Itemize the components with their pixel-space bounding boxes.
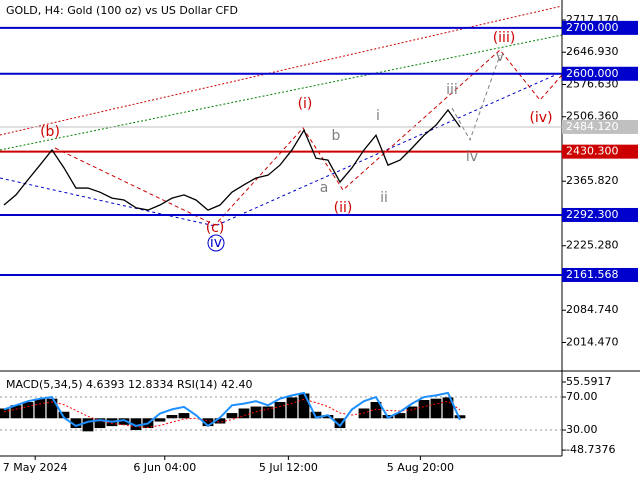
chart-title: GOLD, H4: Gold (100 oz) vs US Dollar CFD	[6, 4, 238, 17]
wave-label: (i)	[298, 96, 313, 112]
level-label-box	[562, 66, 638, 81]
rsi-line	[3, 391, 461, 428]
macd-bar	[130, 418, 142, 431]
macd-bar	[226, 413, 238, 419]
level-label: 2292.300	[566, 208, 619, 221]
macd-bar	[178, 413, 190, 419]
wave-circle	[207, 234, 225, 252]
wave-label: (iv)	[529, 110, 552, 126]
y-tick-label: 2225.280	[566, 239, 619, 252]
level-label-box	[562, 144, 638, 159]
macd-bar	[286, 397, 298, 419]
macd-bar	[46, 398, 58, 419]
x-tick-label: 5 Jul 12:00	[259, 461, 318, 474]
macd-bar	[58, 411, 70, 419]
macd-bar	[82, 418, 94, 432]
macd-bar	[70, 418, 82, 429]
y-tick-label: 2365.820	[566, 174, 619, 187]
macd-bar	[418, 400, 430, 419]
macd-bar	[238, 408, 250, 419]
macd-bar	[298, 393, 310, 419]
wave-path	[54, 49, 563, 226]
trend-line	[0, 71, 563, 227]
macd-bar	[370, 401, 382, 419]
macd-bar	[322, 415, 334, 419]
wave-label: (ii)	[334, 200, 353, 216]
macd-bar	[262, 406, 274, 419]
wave-label: (c)	[206, 220, 225, 236]
y-tick-label: 2506.360	[566, 110, 619, 123]
y-tick-label: 2014.470	[566, 335, 619, 348]
macd-bar	[154, 418, 166, 422]
current-price-label: 2484.120	[566, 120, 619, 133]
wave-label: i	[376, 108, 380, 124]
level-label: 2700.000	[566, 21, 619, 34]
wave-label: (iii)	[493, 30, 516, 46]
wave-label: iii	[446, 82, 458, 98]
wave-label: iv	[210, 235, 222, 251]
y-tick-label: 2646.930	[566, 45, 619, 58]
y-tick-label: 30.00	[566, 423, 598, 436]
macd-bar	[202, 418, 214, 427]
price-line	[3, 108, 461, 211]
y-tick-label: 2084.740	[566, 303, 619, 316]
macd-bar	[166, 415, 178, 419]
macd-bar	[10, 405, 22, 419]
macd-bar	[214, 418, 226, 424]
wave-label: b	[332, 128, 341, 144]
level-label-box	[562, 20, 638, 35]
level-label-box	[562, 207, 638, 222]
x-tick-label: 6 Jun 04:00	[133, 461, 196, 474]
macd-bar	[22, 401, 34, 419]
wave-label: v	[496, 49, 504, 65]
x-tick-label: 7 May 2024	[3, 461, 68, 474]
wave-label: iv	[466, 149, 478, 165]
macd-bar	[442, 397, 454, 419]
wave-path	[451, 54, 501, 142]
macd-bar	[34, 398, 46, 419]
macd-bar	[94, 418, 106, 429]
y2-tick-label: -48.7376	[566, 443, 615, 456]
macd-bar	[250, 406, 262, 419]
macd-bar	[118, 418, 130, 425]
level-label: 2430.300	[566, 145, 619, 158]
current-price-box	[562, 119, 638, 134]
x-tick-label: 5 Aug 20:00	[387, 461, 454, 474]
macd-bar	[454, 415, 466, 419]
y-tick-label: 70.00	[566, 390, 598, 403]
wave-label: ii	[380, 190, 388, 206]
macd-bar	[430, 398, 442, 419]
macd-bar	[310, 411, 322, 419]
macd-bar	[334, 418, 346, 429]
macd-bar	[274, 401, 286, 419]
y2-tick-label: 55.5917	[566, 375, 612, 388]
indicator-title: MACD(5,34,5) 4.6393 12.8334 RSI(14) 42.4…	[6, 378, 252, 391]
macd-bar	[406, 406, 418, 419]
level-label: 2161.568	[566, 268, 619, 281]
wave-label: a	[320, 180, 329, 196]
level-label: 2600.000	[566, 67, 619, 80]
level-label-box	[562, 267, 638, 282]
wave-label: (b)	[40, 124, 60, 140]
macd-bar	[0, 408, 10, 419]
macd-bar	[394, 413, 406, 419]
